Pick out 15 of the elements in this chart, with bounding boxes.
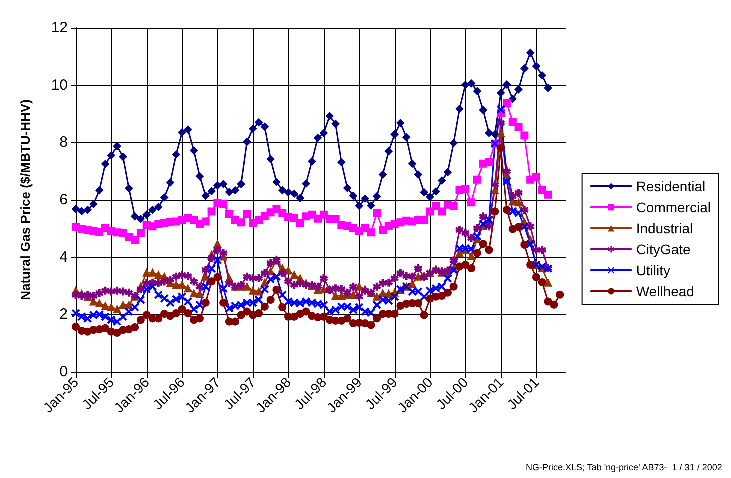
text: NG-Price.XLS; Tab 'ng-price' AB73- 1 / 31 / 2002 bbox=[526, 462, 722, 472]
legend-label: Wellhead bbox=[636, 284, 694, 300]
y-tick-label: 0 bbox=[60, 364, 68, 380]
y-tick-label: 12 bbox=[51, 20, 68, 36]
legend-label: Industrial bbox=[636, 220, 694, 236]
legend-label: CityGate bbox=[636, 242, 691, 258]
y-tick-label: 10 bbox=[51, 76, 68, 94]
y-tick-label: 4 bbox=[60, 248, 68, 266]
y-tick-label: 6 bbox=[60, 192, 68, 208]
y-tick-label: 2 bbox=[60, 306, 68, 324]
legend-label: Residential bbox=[636, 178, 706, 194]
y-axis-title: Natural Gas Price ($/MBTU-HHV) bbox=[18, 100, 33, 300]
y-tick-label: 8 bbox=[60, 134, 68, 152]
legend-label: Commercial bbox=[636, 200, 712, 216]
legend-label: Utility bbox=[636, 262, 671, 278]
